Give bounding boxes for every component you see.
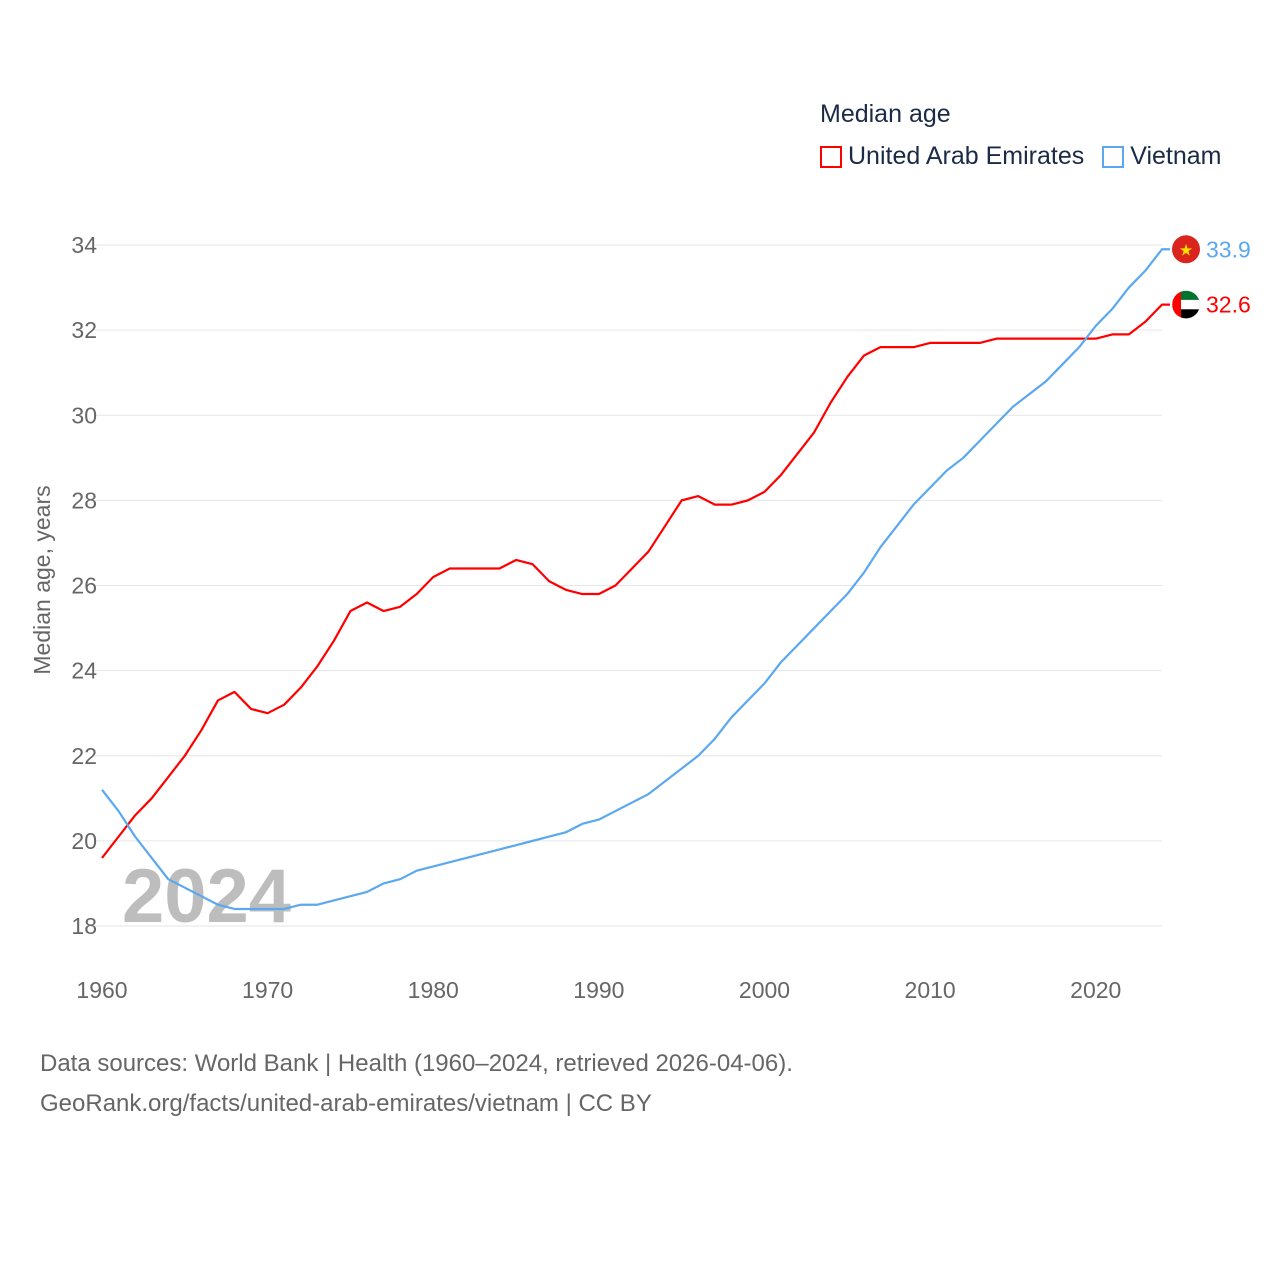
footer: Data sources: World Bank | Health (1960–… bbox=[40, 1044, 793, 1124]
y-tick-label: 24 bbox=[71, 658, 97, 684]
end-value-label-uae: 32.6 bbox=[1206, 292, 1251, 318]
y-axis-title: Median age, years bbox=[29, 485, 55, 674]
y-tick-label: 26 bbox=[71, 573, 97, 599]
legend-item-uae[interactable]: United Arab Emirates bbox=[820, 142, 1084, 171]
series-line-vietnam bbox=[101, 248, 1170, 911]
legend: United Arab Emirates Vietnam bbox=[820, 142, 1221, 171]
legend-title: Median age bbox=[820, 100, 951, 128]
x-tick-label: 1960 bbox=[76, 977, 127, 1003]
y-tick-label: 22 bbox=[71, 743, 97, 769]
year-watermark: 2024 bbox=[122, 854, 291, 939]
flag-outline bbox=[1171, 290, 1201, 319]
attribution-link[interactable]: GeoRank.org/facts/united-arab-emirates/v… bbox=[40, 1090, 652, 1117]
flag-stripe bbox=[1172, 290, 1181, 319]
y-tick-label: 34 bbox=[71, 232, 97, 258]
y-tick-label: 20 bbox=[71, 828, 97, 854]
y-tick-label: 28 bbox=[71, 487, 97, 513]
x-tick-label: 2000 bbox=[739, 977, 790, 1003]
x-tick-label: 1990 bbox=[573, 977, 624, 1003]
flag-star-icon: ★ bbox=[1179, 242, 1193, 259]
legend-swatch-uae bbox=[820, 145, 842, 168]
legend-swatch-vietnam bbox=[1102, 145, 1125, 168]
x-tick-label: 1980 bbox=[408, 977, 459, 1003]
flag-stripe bbox=[1172, 299, 1200, 310]
series-line-uae bbox=[101, 303, 1170, 859]
flag-stripe bbox=[1172, 290, 1200, 300]
legend-label-uae: United Arab Emirates bbox=[848, 142, 1085, 170]
data-source-text: Data sources: World Bank | Health (1960–… bbox=[40, 1050, 793, 1077]
x-tick-label: 2020 bbox=[1070, 977, 1121, 1003]
end-value-label-vietnam: 33.9 bbox=[1206, 236, 1251, 262]
legend-item-vietnam[interactable]: Vietnam bbox=[1102, 142, 1221, 171]
flag-stripe bbox=[1172, 309, 1200, 319]
y-tick-label: 32 bbox=[71, 317, 97, 343]
x-tick-label: 2010 bbox=[905, 977, 956, 1003]
y-tick-label: 30 bbox=[71, 402, 97, 428]
vietnam-flag-icon bbox=[1172, 235, 1200, 264]
y-tick-label: 18 bbox=[71, 913, 97, 939]
x-tick-label: 1970 bbox=[242, 977, 293, 1003]
legend-label-vietnam: Vietnam bbox=[1130, 142, 1222, 170]
